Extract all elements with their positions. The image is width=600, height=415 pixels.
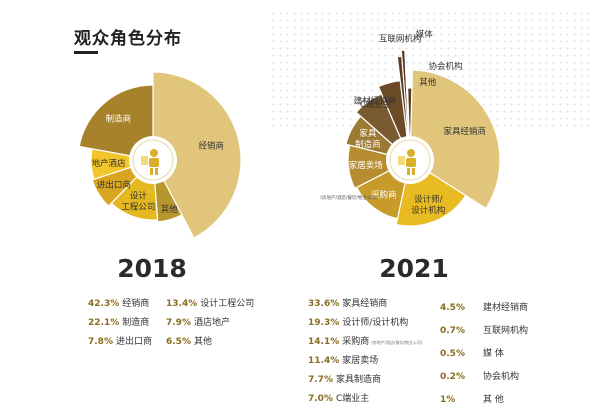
legend-item: 6.5% 其他 [166, 337, 212, 347]
legend-item: 1% 其 他 [440, 395, 504, 405]
slice-label: 设计工程公司 [121, 190, 155, 212]
slice-label: 设计师/设计机构 [411, 193, 445, 215]
slice-label: 其他 [419, 77, 437, 88]
slice-label: 其他 [161, 203, 179, 214]
title-underline [74, 51, 98, 54]
slice-label: 家具制造商 [355, 127, 381, 149]
slice-label: 制造商 [106, 113, 132, 124]
slice-label: 地产酒店 [91, 157, 126, 168]
slice-label: 进出口商 [97, 179, 131, 190]
legend-item: 14.1% 采购商 (房地产/酒店/餐饮/物业公司) [308, 337, 423, 347]
legend-item: 42.3% 经销商 [88, 299, 150, 309]
pie-slice [404, 63, 411, 161]
slice-label: 协会机构 [428, 61, 462, 72]
year-2018-label: 2018 [117, 254, 187, 283]
legend-item: 11.4% 家居卖场 [308, 356, 379, 366]
slice-label: 经销商 [199, 140, 225, 151]
legend-item: 7.0% C端业主 [308, 394, 370, 404]
year-2021-label: 2021 [379, 254, 449, 283]
legend-2021-left: 33.6% 家具经销商 19.3% 设计师/设计机构 14.1% 采购商 (房地产/酒店… [308, 295, 422, 409]
pie-slice [400, 49, 411, 161]
legend-2021-right: 4.5% 建材经销商 0.7% 互联网机构 0.5% 媒 体 0.2% 协会机构 1% 其… [440, 297, 528, 412]
center-ring [132, 139, 174, 181]
legend-item: 19.3% 设计师/设计机构 [308, 318, 409, 328]
legend-item: 13.4% 设计工程公司 [166, 299, 255, 309]
legend-item: 0.5% 媒 体 [440, 349, 504, 359]
legend-2018-left: 42.3% 经销商 22.1% 制造商 7.8% 进出口商 [88, 295, 152, 352]
legend-item: 7.7% 家具制造商 [308, 375, 381, 385]
people-icon [141, 149, 159, 175]
slice-label: 家居卖场 [349, 160, 383, 171]
pie-slice [78, 84, 154, 161]
pie-slice [152, 71, 242, 239]
center-ring [389, 139, 431, 181]
slice-label: 媒体 [416, 29, 434, 40]
page-title: 观众角色分布 [74, 29, 182, 49]
legend-item: 22.1% 制造商 [88, 318, 150, 328]
slice-label: 互联网机构 [379, 33, 422, 44]
slice-sublabel: (房地产/酒店/餐饮/物业公司) [320, 194, 378, 201]
legend-item: 0.2% 协会机构 [440, 372, 520, 382]
legend-2018-right: 13.4% 设计工程公司 7.9% 酒店地产 6.5% 其他 [166, 295, 254, 352]
legend-item: 4.5% 建材经销商 [440, 303, 529, 313]
legend-item: 33.6% 家具经销商 [308, 299, 388, 309]
legend-item: 0.7% 互联网机构 [440, 326, 529, 336]
legend-item: 7.9% 酒店地产 [166, 318, 230, 328]
slice-label: 建材经销商 [354, 95, 397, 106]
slice-label: 家具经销商 [444, 126, 487, 137]
legend-item: 7.8% 进出口商 [88, 337, 152, 347]
slice-label: 采购商 [371, 189, 397, 200]
slice-label: C端业主 [360, 99, 392, 110]
people-icon [398, 149, 416, 175]
